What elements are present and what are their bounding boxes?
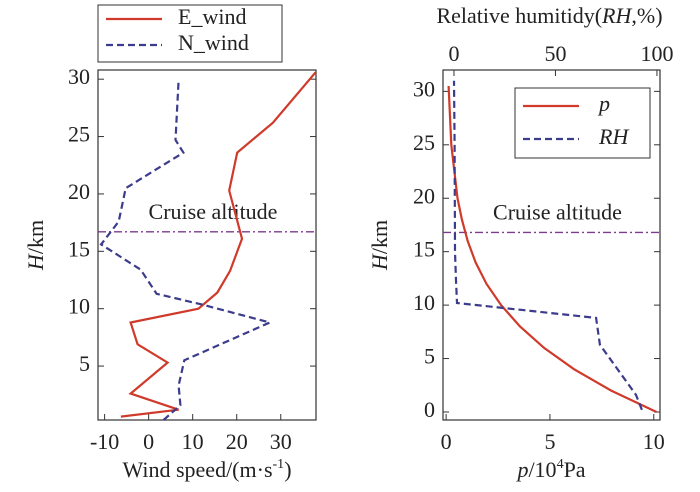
x-axis-label-part: Pa	[564, 457, 586, 482]
x2-tick-label: 50	[544, 41, 566, 66]
y-axis-label: H/km	[23, 220, 48, 271]
y-axis-label-part: /km	[367, 220, 392, 254]
x-tick-label: 0	[143, 429, 154, 454]
annotation: Cruise altitude	[493, 199, 622, 224]
x2-tick-label: 0	[448, 41, 459, 66]
x-tick-label: 0	[441, 429, 452, 454]
y-tick-label: 15	[68, 236, 90, 261]
y-tick-label: 20	[413, 183, 435, 208]
x-tick-label: 5	[544, 429, 555, 454]
x-tick-label: 30	[270, 429, 292, 454]
legend-label: RH	[598, 124, 629, 149]
y-tick-label: 15	[413, 237, 435, 262]
legend-label: E_wind	[178, 4, 246, 29]
x-axis-label: p/104Pa	[515, 457, 585, 482]
y-tick-label: 0	[424, 397, 435, 422]
data-line	[120, 71, 317, 418]
x-tick-label: 10	[182, 429, 204, 454]
plot-frame	[442, 69, 661, 421]
x2-tick-label: 100	[640, 41, 673, 66]
x2-axis-label-part: Relative humitidy(	[436, 3, 602, 28]
legend-label: N_wind	[178, 30, 249, 55]
legend-box	[97, 4, 283, 63]
x-axis-label-part: )	[284, 457, 291, 482]
x2-axis-label: Relative humitidy(RH,%)	[436, 3, 662, 28]
legend-label: p	[597, 91, 610, 116]
x2-axis-label-part: ,%)	[631, 3, 662, 28]
y-tick-label: 10	[68, 294, 90, 319]
y-tick-label: 5	[79, 351, 90, 376]
x-axis-label-part: Wind speed/(m·s	[122, 457, 272, 482]
x-tick-label: 10	[643, 429, 665, 454]
y-tick-label: 25	[413, 130, 435, 155]
y-axis-label-part: H	[23, 253, 48, 271]
x2-axis-label-part: RH	[601, 3, 632, 28]
data-line	[99, 80, 274, 421]
y-axis-label-part: /km	[23, 220, 48, 254]
y-tick-label: 30	[413, 76, 435, 101]
y-axis-label-part: H	[367, 253, 392, 271]
x-axis-label-part: /10	[528, 457, 556, 482]
data-line	[452, 80, 643, 411]
plot-frame	[97, 69, 317, 421]
y-tick-label: 10	[413, 290, 435, 315]
x-axis-label-part: 4	[557, 457, 564, 472]
x-axis-label-part: p	[515, 457, 528, 482]
x-axis-label-part: -1	[273, 457, 285, 472]
y-tick-label: 30	[68, 64, 90, 89]
y-tick-label: 20	[68, 179, 90, 204]
x-tick-label: -10	[90, 429, 119, 454]
y-tick-label: 25	[68, 122, 90, 147]
legend-box	[514, 87, 651, 159]
y-tick-label: 5	[424, 344, 435, 369]
annotation: Cruise altitude	[149, 199, 278, 224]
y-axis-label: H/km	[367, 220, 392, 271]
x-axis-label: Wind speed/(m·s-1)	[122, 457, 291, 482]
x-tick-label: 20	[226, 429, 248, 454]
data-line	[447, 85, 657, 413]
